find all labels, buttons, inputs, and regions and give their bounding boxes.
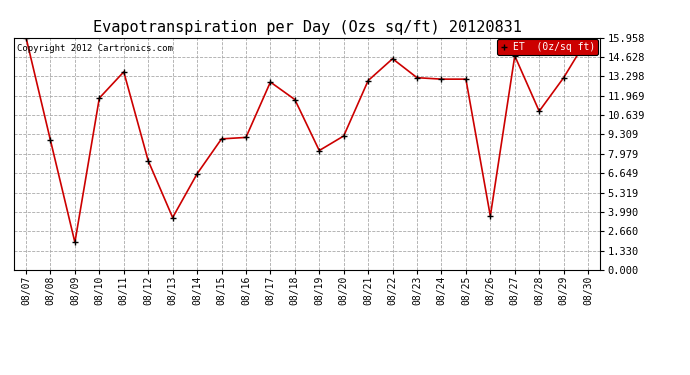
- Legend: ET  (0z/sq ft): ET (0z/sq ft): [497, 39, 598, 55]
- Title: Evapotranspiration per Day (Ozs sq/ft) 20120831: Evapotranspiration per Day (Ozs sq/ft) 2…: [92, 20, 522, 35]
- Text: Copyright 2012 Cartronics.com: Copyright 2012 Cartronics.com: [17, 45, 172, 54]
